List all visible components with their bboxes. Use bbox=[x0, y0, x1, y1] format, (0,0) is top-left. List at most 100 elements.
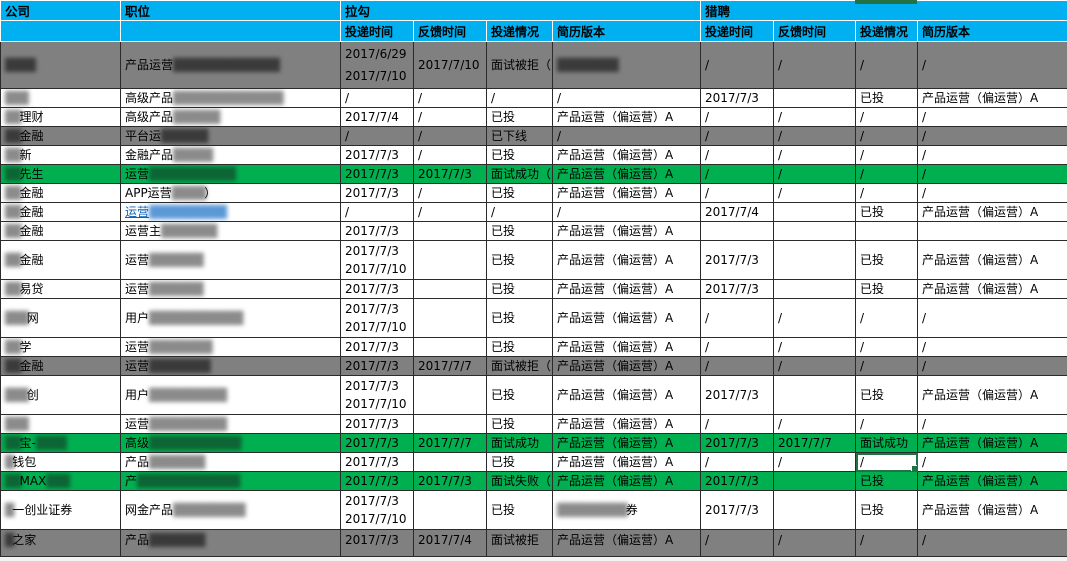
liepin-submit-time-cell[interactable]: / bbox=[700, 164, 775, 184]
liepin-resume-version-cell[interactable]: 产品运营（偏运营）A bbox=[917, 202, 1067, 222]
liepin-submit-time-cell[interactable]: 2017/7/3 bbox=[700, 240, 775, 280]
lagou-submit-time-cell[interactable]: 2017/7/4 bbox=[340, 107, 414, 127]
liepin-resume-version-cell[interactable]: 产品运营（偏运营）A bbox=[917, 88, 1067, 108]
lagou-feedback-time-cell[interactable] bbox=[413, 490, 487, 530]
lagou-submit-time-cell[interactable]: 2017/7/3 bbox=[340, 145, 414, 165]
header-lagou-resume-version[interactable]: 简历版本 bbox=[551, 20, 702, 42]
company-cell[interactable]: ██金融 bbox=[0, 356, 121, 376]
lagou-submit-time-cell[interactable]: 2017/7/3 bbox=[340, 221, 414, 241]
liepin-submit-time-cell[interactable]: / bbox=[700, 126, 775, 146]
header-lagou-feedback-time[interactable]: 反馈时间 bbox=[413, 20, 487, 42]
liepin-feedback-time-cell[interactable]: / bbox=[773, 164, 857, 184]
liepin-status-cell[interactable]: / bbox=[855, 145, 919, 165]
header-lagou-submit-time[interactable]: 投递时间 bbox=[340, 20, 414, 42]
lagou-submit-time-cell[interactable]: 2017/7/3 bbox=[340, 414, 414, 434]
lagou-resume-version-cell[interactable]: 产品运营（偏运营）A bbox=[551, 164, 702, 184]
liepin-submit-time-cell[interactable]: / bbox=[700, 41, 775, 89]
position-cell[interactable]: APP运营██ █ █） bbox=[120, 183, 341, 203]
lagou-submit-time-cell[interactable]: 2017/7/3 bbox=[340, 452, 414, 472]
lagou-feedback-time-cell[interactable]: / bbox=[413, 202, 487, 222]
company-cell[interactable]: ██金融 bbox=[0, 221, 121, 241]
lagou-resume-version-cell[interactable]: 产品运营（偏运营）A bbox=[551, 471, 702, 491]
lagou-submit-time-cell[interactable]: / bbox=[340, 88, 414, 108]
lagou-resume-version-cell[interactable]: 产品运营（偏运营）A bbox=[551, 414, 702, 434]
company-cell[interactable]: ██易贷 bbox=[0, 279, 121, 299]
liepin-status-cell[interactable]: / bbox=[855, 414, 919, 434]
liepin-feedback-time-cell[interactable]: / bbox=[773, 183, 857, 203]
liepin-status-cell[interactable]: 已投 bbox=[855, 240, 919, 280]
lagou-submit-time-cell[interactable]: 2017/7/3 bbox=[340, 337, 414, 357]
liepin-feedback-time-cell[interactable] bbox=[773, 490, 857, 530]
company-cell[interactable]: ███ bbox=[0, 414, 121, 434]
header-lagou-status[interactable]: 投递情况 bbox=[486, 20, 553, 42]
lagou-status-cell[interactable]: / bbox=[486, 202, 553, 222]
liepin-resume-version-cell[interactable]: / bbox=[917, 145, 1067, 165]
liepin-feedback-time-cell[interactable] bbox=[773, 240, 857, 280]
lagou-feedback-time-cell[interactable]: / bbox=[413, 126, 487, 146]
liepin-submit-time-cell[interactable]: 2017/7/3 bbox=[700, 375, 775, 415]
liepin-resume-version-cell[interactable]: 产品运营（偏运营）A bbox=[917, 240, 1067, 280]
lagou-submit-time-cell[interactable]: 2017/7/3 bbox=[340, 471, 414, 491]
liepin-feedback-time-cell[interactable]: / bbox=[773, 298, 857, 338]
liepin-submit-time-cell[interactable]: / bbox=[700, 452, 775, 472]
position-cell[interactable]: 金融产品██ ███ bbox=[120, 145, 341, 165]
position-cell[interactable]: 高级产品███ ███ bbox=[120, 107, 341, 127]
liepin-submit-time-cell[interactable]: / bbox=[700, 337, 775, 357]
liepin-submit-time-cell[interactable]: / bbox=[700, 298, 775, 338]
liepin-resume-version-cell[interactable]: / bbox=[917, 126, 1067, 146]
liepin-submit-time-cell[interactable]: 2017/7/3 bbox=[700, 471, 775, 491]
liepin-feedback-time-cell[interactable] bbox=[773, 88, 857, 108]
lagou-submit-time-cell[interactable]: 2017/6/29 2017/7/10 bbox=[340, 41, 414, 89]
liepin-resume-version-cell[interactable]: / bbox=[917, 183, 1067, 203]
company-cell[interactable]: ██金融 bbox=[0, 183, 121, 203]
lagou-feedback-time-cell[interactable]: 2017/7/7 bbox=[413, 356, 487, 376]
liepin-feedback-time-cell[interactable]: / bbox=[773, 414, 857, 434]
liepin-feedback-time-cell[interactable] bbox=[773, 279, 857, 299]
lagou-resume-version-cell[interactable]: 产品运营（偏运营）A bbox=[551, 145, 702, 165]
lagou-resume-version-cell[interactable]: 产品运营（偏运营）A bbox=[551, 221, 702, 241]
lagou-submit-time-cell[interactable]: 2017/7/3 2017/7/10 bbox=[340, 375, 414, 415]
liepin-feedback-time-cell[interactable] bbox=[773, 471, 857, 491]
company-cell[interactable]: ██MAX███ bbox=[0, 471, 121, 491]
header-position-spacer[interactable] bbox=[120, 20, 341, 42]
liepin-status-cell[interactable]: / bbox=[855, 337, 919, 357]
lagou-feedback-time-cell[interactable]: / bbox=[413, 183, 487, 203]
position-cell[interactable]: 用户█████ ███ █ ███ bbox=[120, 298, 341, 338]
lagou-feedback-time-cell[interactable] bbox=[413, 298, 487, 338]
liepin-resume-version-cell[interactable]: 产品运营（偏运营）A bbox=[917, 433, 1067, 453]
company-cell[interactable]: ███网 bbox=[0, 298, 121, 338]
lagou-resume-version-cell[interactable]: / bbox=[551, 88, 702, 108]
liepin-submit-time-cell[interactable]: / bbox=[700, 529, 775, 557]
liepin-status-cell[interactable]: / bbox=[855, 126, 919, 146]
header-lagou[interactable]: 拉勾 bbox=[339, 0, 702, 21]
lagou-feedback-time-cell[interactable] bbox=[413, 240, 487, 280]
position-cell[interactable]: 运营███ ██ ███ bbox=[120, 337, 341, 357]
lagou-feedback-time-cell[interactable] bbox=[413, 279, 487, 299]
lagou-status-cell[interactable]: 已投 bbox=[486, 375, 553, 415]
liepin-feedback-time-cell[interactable]: 2017/7/7 bbox=[773, 433, 857, 453]
liepin-status-cell[interactable]: / bbox=[855, 41, 919, 89]
position-cell[interactable]: 高级产品███ ███ ██ ███ ███ bbox=[120, 88, 341, 108]
lagou-submit-time-cell[interactable]: 2017/7/3 2017/7/10 bbox=[340, 240, 414, 280]
company-cell[interactable]: ██理财 bbox=[0, 107, 121, 127]
lagou-resume-version-cell[interactable]: 产品运营（偏运营）A bbox=[551, 107, 702, 127]
lagou-status-cell[interactable]: 已下线 bbox=[486, 126, 553, 146]
company-cell[interactable]: ██金融 bbox=[0, 240, 121, 280]
position-cell[interactable]: 运营████ ███ bbox=[120, 279, 341, 299]
liepin-feedback-time-cell[interactable]: / bbox=[773, 107, 857, 127]
company-cell[interactable]: █之家 bbox=[0, 529, 121, 557]
position-cell[interactable]: 网金产品████ ██ █ ██ bbox=[120, 490, 341, 530]
liepin-status-cell[interactable] bbox=[855, 221, 919, 241]
lagou-status-cell[interactable]: 已投 bbox=[486, 240, 553, 280]
lagou-feedback-time-cell[interactable] bbox=[413, 452, 487, 472]
company-cell[interactable]: ██宝-████ bbox=[0, 433, 121, 453]
liepin-feedback-time-cell[interactable] bbox=[773, 202, 857, 222]
lagou-status-cell[interactable]: 已投 bbox=[486, 183, 553, 203]
lagou-feedback-time-cell[interactable] bbox=[413, 414, 487, 434]
lagou-resume-version-cell[interactable]: 产品运营（偏运营）A bbox=[551, 240, 702, 280]
lagou-status-cell[interactable]: 已投 bbox=[486, 337, 553, 357]
liepin-status-cell[interactable]: 已投 bbox=[855, 375, 919, 415]
position-cell[interactable]: 产品███ ██ ██ bbox=[120, 452, 341, 472]
lagou-status-cell[interactable]: 已投 bbox=[486, 452, 553, 472]
lagou-resume-version-cell[interactable]: 产品运营（偏运营）A bbox=[551, 433, 702, 453]
